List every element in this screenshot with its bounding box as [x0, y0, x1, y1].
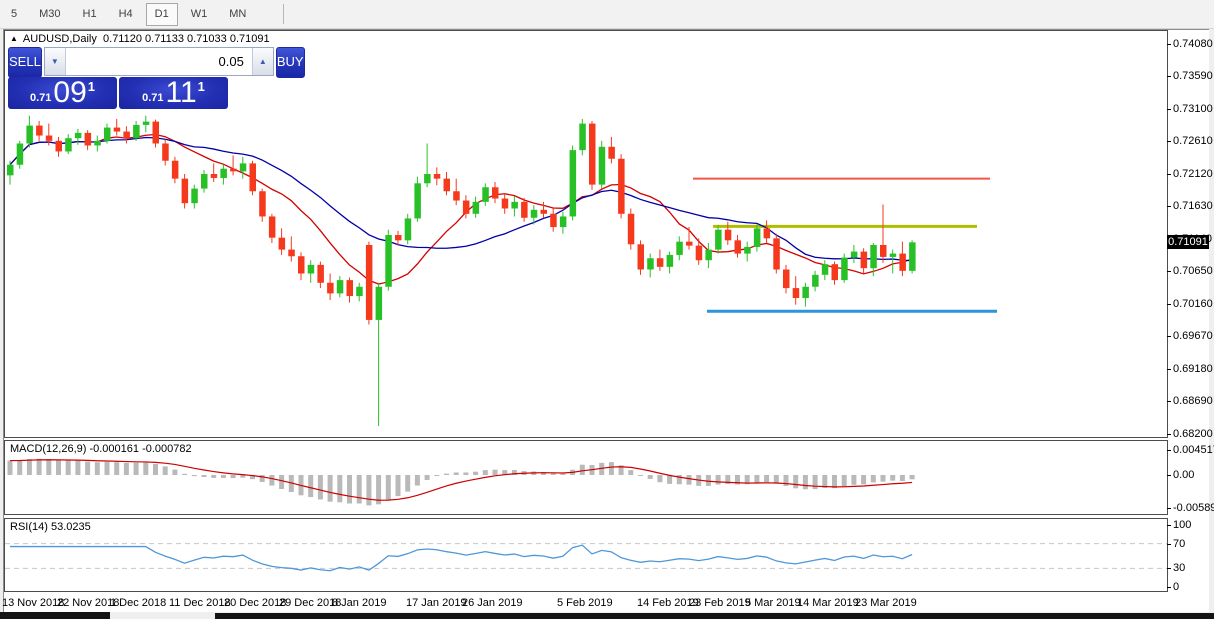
rsi-axis-label: 100 — [1173, 519, 1192, 531]
timeframe-button-h1[interactable]: H1 — [82, 7, 97, 20]
date-axis-label: 1 Dec 2018 — [110, 597, 167, 609]
date-axis-label: 29 Dec 2018 — [279, 597, 342, 609]
price-axis-label-tick — [1167, 44, 1171, 45]
price-axis-label: 0.68690 — [1173, 395, 1213, 407]
price-axis-label: 0.74080 — [1173, 38, 1213, 50]
rsi-chart — [5, 543, 1167, 572]
price-axis-label-tick — [1167, 206, 1171, 207]
price-axis-label-tick — [1167, 76, 1171, 77]
macd-axis-label-tick — [1167, 450, 1171, 451]
timeframe-button-h4[interactable]: H4 — [118, 7, 133, 20]
macd-axis-label: 0.00 — [1173, 469, 1195, 481]
buy-button[interactable]: BUY — [275, 47, 305, 78]
date-axis-label: 23 Feb 2019 — [689, 597, 751, 609]
date-axis-label: 14 Feb 2019 — [637, 597, 699, 609]
price-axis-label: 0.69180 — [1173, 363, 1213, 375]
volume-increase-icon[interactable]: ▲ — [251, 48, 273, 75]
price-axis-label: 0.68200 — [1173, 428, 1213, 440]
price-axis-label: 0.71630 — [1173, 200, 1213, 212]
price-axis-label-tick — [1167, 141, 1171, 142]
timeframe-button-5[interactable]: 5 — [11, 7, 18, 20]
date-axis-label: 23 Mar 2019 — [855, 597, 917, 609]
macd-axis-label: 0.004517 — [1173, 444, 1214, 456]
timeframe-button-m30[interactable]: M30 — [39, 7, 61, 20]
price-axis-label-tick — [1167, 109, 1171, 110]
timeframe-toolbar: 5 M30 H1 H4 D1 W1 MN — [0, 0, 1214, 29]
price-axis-label-tick — [1167, 304, 1171, 305]
price-axis-label: 0.73590 — [1173, 70, 1213, 82]
price-axis-label-tick — [1167, 271, 1171, 272]
date-axis-label: 5 Mar 2019 — [745, 597, 801, 609]
rsi-label: RSI(14) 53.0235 — [10, 521, 91, 533]
bottom-bar-left — [0, 612, 110, 619]
sell-price-button[interactable]: 0.71 09 1 — [8, 77, 117, 109]
price-axis-label: 0.72610 — [1173, 135, 1213, 147]
rsi-axis-label: 70 — [1173, 538, 1186, 550]
rsi-axis-label-tick — [1167, 587, 1171, 588]
sell-price-prefix: 0.71 — [29, 92, 52, 104]
rsi-indicator-pane[interactable] — [4, 518, 1168, 592]
price-axis-label: 0.70650 — [1173, 265, 1213, 277]
buy-price-pipette: 1 — [197, 79, 205, 94]
one-click-trading-panel: SELL ▼ ▲ BUY 0.71 09 1 0.71 11 1 — [8, 47, 305, 110]
date-axis-label: 11 Dec 2018 — [169, 597, 231, 609]
price-axis-label-tick — [1167, 369, 1171, 370]
macd-axis-label: -0.005899 — [1173, 502, 1214, 514]
volume-spinner: ▼ ▲ — [43, 47, 274, 76]
price-axis-label: 0.72120 — [1173, 168, 1213, 180]
macd-axis-label-tick — [1167, 475, 1171, 476]
date-axis-label: 5 Feb 2019 — [557, 597, 613, 609]
volume-input[interactable] — [65, 48, 252, 75]
date-axis-label: 17 Jan 2019 — [406, 597, 467, 609]
bottom-edge — [0, 612, 1214, 619]
macd-label: MACD(12,26,9) -0.000161 -0.000782 — [10, 443, 192, 455]
buy-price-prefix: 0.71 — [142, 92, 164, 104]
rsi-axis-label-tick — [1167, 544, 1171, 545]
timeframe-button-d1[interactable]: D1 — [145, 2, 178, 26]
candlestick-chart — [7, 115, 997, 427]
price-axis-label-tick — [1167, 434, 1171, 435]
buy-price-button[interactable]: 0.71 11 1 — [119, 77, 228, 109]
date-axis-label: 26 Jan 2019 — [462, 597, 523, 609]
collapse-triangle-icon[interactable]: ▲ — [10, 34, 18, 43]
price-axis-label-tick — [1167, 401, 1171, 402]
date-axis-label: 20 Dec 2018 — [224, 597, 287, 609]
chart-symbol-label: AUDUSD,Daily — [22, 33, 97, 45]
rsi-axis-label-tick — [1167, 568, 1171, 569]
sell-price-digits: 09 — [53, 76, 87, 109]
buy-price-digits: 11 — [165, 76, 197, 109]
toolbar-separator — [283, 4, 285, 24]
macd-axis-label-tick — [1167, 508, 1171, 509]
volume-decrease-icon[interactable]: ▼ — [44, 48, 66, 75]
current-price-tag: 0.71091 — [1167, 235, 1209, 249]
sell-price-pipette: 1 — [87, 79, 96, 94]
price-axis-label: 0.69670 — [1173, 330, 1213, 342]
rsi-axis-label-tick — [1167, 525, 1171, 526]
rsi-axis-label: 0 — [1173, 581, 1180, 593]
date-axis-label: 8 Jan 2019 — [332, 597, 387, 609]
price-axis-label-tick — [1167, 174, 1171, 175]
timeframe-button-mn[interactable]: MN — [229, 7, 247, 20]
sell-button[interactable]: SELL — [8, 47, 42, 78]
price-axis-label: 0.70160 — [1173, 298, 1213, 310]
bottom-bar-right — [215, 613, 1214, 619]
macd-indicator-pane[interactable] — [4, 440, 1168, 515]
timeframe-button-w1[interactable]: W1 — [190, 7, 208, 20]
rsi-axis-label: 30 — [1173, 562, 1186, 574]
date-axis-label: 14 Mar 2019 — [797, 597, 859, 609]
price-axis-label-tick — [1167, 336, 1171, 337]
date-axis-label: 13 Nov 2018 — [2, 597, 65, 609]
date-axis-label: 22 Nov 2018 — [57, 597, 120, 609]
macd-chart — [7, 458, 915, 506]
price-axis-label: 0.73100 — [1173, 103, 1213, 115]
chart-ohlc-values: 0.71120 0.71133 0.71033 0.71091 — [103, 33, 270, 45]
chart-info-line: ▲ AUDUSD,Daily 0.71120 0.71133 0.71033 0.… — [10, 33, 270, 45]
